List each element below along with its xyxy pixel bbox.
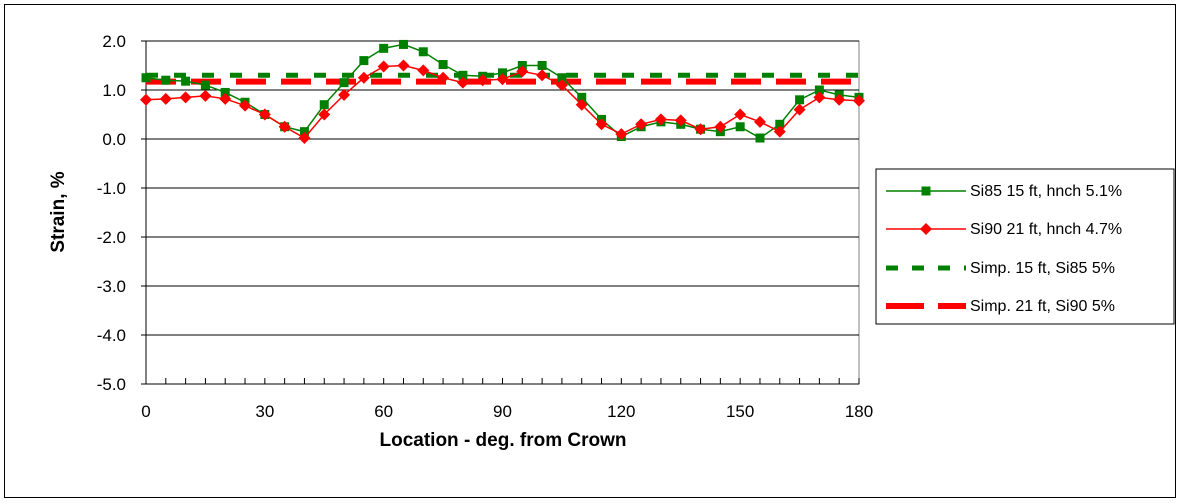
plot-area <box>145 40 860 385</box>
series-0-point <box>200 80 210 90</box>
x-tick-label: 60 <box>374 402 393 421</box>
legend: Si85 15 ft, hnch 5.1% Si90 21 ft, hnch 4… <box>875 168 1175 325</box>
series-0-point <box>577 92 587 102</box>
series-0-point <box>181 76 191 86</box>
series-1-point <box>357 71 370 84</box>
y-axis-title: Strain, % <box>48 171 69 252</box>
legend-marker-0 <box>921 186 931 196</box>
series-1-point <box>516 65 529 78</box>
legend-label-si90: Si90 21 ft, hnch 4.7% <box>970 221 1122 238</box>
series-1-point <box>734 108 747 121</box>
x-tick-label: 30 <box>255 402 274 421</box>
series-1-point <box>298 132 311 145</box>
series-1-point <box>773 125 786 138</box>
legend-label-simp21: Simp. 21 ft, Si90 5% <box>970 298 1115 315</box>
series-0-point <box>755 133 765 143</box>
y-tick-label: -5.0 <box>97 375 126 394</box>
x-tick-label: 120 <box>607 402 635 421</box>
y-tick-label: -2.0 <box>97 228 126 247</box>
series-1-point <box>417 64 430 77</box>
y-tick-label: 1.0 <box>102 81 126 100</box>
series-1-point <box>258 108 271 121</box>
series-0-point <box>141 73 151 83</box>
series-1-point <box>793 103 806 116</box>
y-tick-label: -4.0 <box>97 326 126 345</box>
series-1-point <box>496 73 509 86</box>
legend-label-si85: Si85 15 ft, hnch 5.1% <box>970 183 1122 200</box>
series-1-point <box>437 71 450 84</box>
series-1-point <box>595 118 608 131</box>
series-1-point <box>853 94 865 107</box>
series-lines <box>140 39 865 145</box>
legend-marker-1 <box>920 223 932 235</box>
series-1-point <box>179 91 192 104</box>
series-1-point <box>159 92 172 105</box>
series-0-point <box>379 43 389 53</box>
series-0-point <box>498 68 507 78</box>
series-0-point <box>398 39 408 49</box>
series-0-point <box>220 87 230 97</box>
series-0-point <box>775 119 785 129</box>
tick-labels: 2.0 1.0 0.0 -1.0 -2.0 -3.0 -4.0 -5.0 0 30 60 90 120 1… <box>97 32 873 421</box>
series-1-point <box>555 79 568 92</box>
y-tick-label: -1.0 <box>97 179 126 198</box>
series-1-point <box>714 120 727 133</box>
series-1-point <box>833 93 846 106</box>
series-1-point <box>456 76 469 89</box>
series-0-point <box>161 75 171 85</box>
x-tick-label: 0 <box>141 402 150 421</box>
series-0-point <box>438 60 448 70</box>
series-1-point <box>674 114 687 127</box>
series-1-point <box>140 93 152 106</box>
series-0-point <box>735 122 745 132</box>
series-0-point <box>319 100 329 110</box>
series-0-point <box>537 61 547 70</box>
series-1-point <box>813 91 826 104</box>
gridlines <box>146 40 859 336</box>
x-tick-label: 90 <box>493 402 512 421</box>
series-1-point <box>635 118 648 131</box>
series-1-point <box>476 74 489 87</box>
series-0-point <box>339 78 349 88</box>
y-tick-label: -3.0 <box>97 277 126 296</box>
y-tick-label: 0.0 <box>102 130 126 149</box>
x-tick-label: 180 <box>845 402 873 421</box>
x-tick-label: 150 <box>726 402 754 421</box>
series-1-point <box>615 128 628 141</box>
series-1-point <box>575 98 588 111</box>
series-0-point <box>418 47 428 57</box>
legend-keys <box>886 186 966 309</box>
legend-label-simp15: Simp. 15 ft, Si85 5% <box>970 260 1115 277</box>
series-1-point <box>239 99 252 112</box>
x-axis-title: Location - deg. from Crown <box>380 430 627 451</box>
series-1-point <box>199 89 212 102</box>
series-0-point <box>299 127 309 137</box>
series-1-point <box>694 123 707 136</box>
series-1-point <box>219 92 232 105</box>
series-1-point <box>536 69 549 82</box>
series-0-point <box>458 70 468 80</box>
series-1-point <box>278 120 291 133</box>
series-1-point <box>753 115 766 128</box>
series-1-point <box>377 60 390 73</box>
series-1-point <box>654 113 667 126</box>
series-0-point <box>814 85 824 95</box>
series-0-point <box>557 73 567 83</box>
y-tick-label: 2.0 <box>102 32 126 51</box>
series-1-point <box>397 59 410 72</box>
series-1-point <box>338 88 351 101</box>
series-0-point <box>359 56 369 66</box>
series-0-point <box>795 95 805 105</box>
series-1-point <box>318 108 331 121</box>
